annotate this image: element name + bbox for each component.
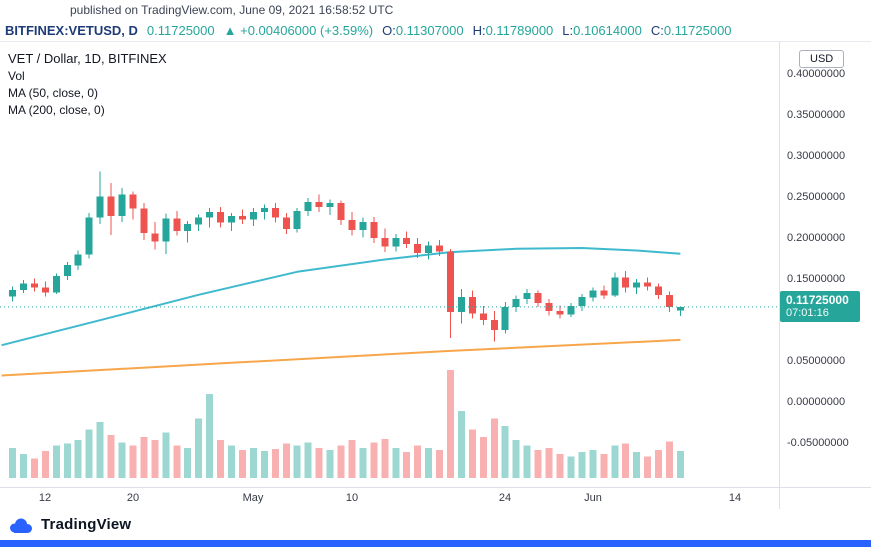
open-value: 0.11307000	[395, 23, 464, 38]
badge-countdown: 07:01:16	[786, 307, 829, 319]
price-change: ▲ +0.00406000 (+3.59%)	[223, 23, 374, 38]
candlesticks	[9, 171, 684, 342]
publish-info-bar: published on TradingView.com, June 09, 2…	[0, 0, 871, 20]
price-scale-label: 0.20000000	[787, 232, 846, 244]
price-scale-label: -0.05000000	[787, 437, 849, 449]
close-value: 0.11725000	[663, 23, 732, 38]
time-axis-label: Jun	[584, 492, 602, 504]
tradingview-brand-text[interactable]: TradingView	[41, 516, 132, 533]
time-axis-label: 12	[38, 492, 52, 504]
ma-200-line	[1, 338, 681, 377]
last-price-value: 0.11725000	[146, 23, 215, 38]
symbol-info-bar: BITFINEX:VETUSD, D 0.11725000 ▲ +0.00406…	[0, 20, 871, 42]
price-scale-label: 0.05000000	[787, 355, 846, 367]
price-scale-label: 0.40000000	[787, 68, 846, 80]
time-axis-label: 10	[345, 492, 359, 504]
price-scale-label: 0.15000000	[787, 273, 846, 285]
price-scale-label: 0.25000000	[787, 191, 846, 203]
low-field: L: 0.10614000	[562, 23, 642, 38]
price-scale-labels: 0.40000000 0.35000000 0.30000000 0.25000000…	[780, 42, 871, 487]
close-field: C: 0.11725000	[651, 23, 732, 38]
high-field: H: 0.11789000	[473, 23, 554, 38]
time-axis-label: 14	[728, 492, 742, 504]
open-field: O: 0.11307000	[382, 23, 463, 38]
price-scale-label: 0.30000000	[787, 150, 846, 162]
symbol-name: BITFINEX:VETUSD, D	[5, 23, 138, 38]
axis-separator	[779, 488, 780, 509]
tradingview-cloud-logo-icon[interactable]	[8, 516, 34, 534]
close-label: C:	[650, 23, 664, 38]
badge-price: 0.11725000	[786, 293, 849, 307]
time-axis[interactable]: 12 20 May 10 24 Jun 14	[0, 487, 871, 509]
price-scale[interactable]: 0.40000000 0.35000000 0.30000000 0.25000000…	[779, 42, 871, 487]
currency-toggle-button[interactable]: USD	[799, 50, 845, 68]
brand-strip	[0, 540, 871, 547]
low-label: L:	[562, 23, 574, 38]
time-axis-label: May	[242, 492, 264, 504]
last-price-badge: 0.11725000 07:01:16	[780, 291, 860, 322]
time-axis-label: 20	[126, 492, 140, 504]
open-label: O:	[382, 23, 396, 38]
high-label: H:	[472, 23, 486, 38]
price-scale-label: 0.00000000	[787, 396, 846, 408]
low-value: 0.10614000	[573, 23, 642, 38]
volume-bars	[9, 370, 684, 478]
chart-area: VET / Dollar, 1D, BITFINEX Vol MA (50, c…	[0, 42, 871, 487]
price-chart-canvas[interactable]	[0, 42, 779, 487]
time-axis-label: 24	[498, 492, 512, 504]
published-caption: published on TradingView.com, June 09, 2…	[70, 3, 394, 17]
ma-50-line	[1, 247, 681, 347]
footer-brand-bar: TradingView	[0, 509, 871, 540]
high-value: 0.11789000	[485, 23, 554, 38]
price-scale-label: 0.35000000	[787, 109, 846, 121]
